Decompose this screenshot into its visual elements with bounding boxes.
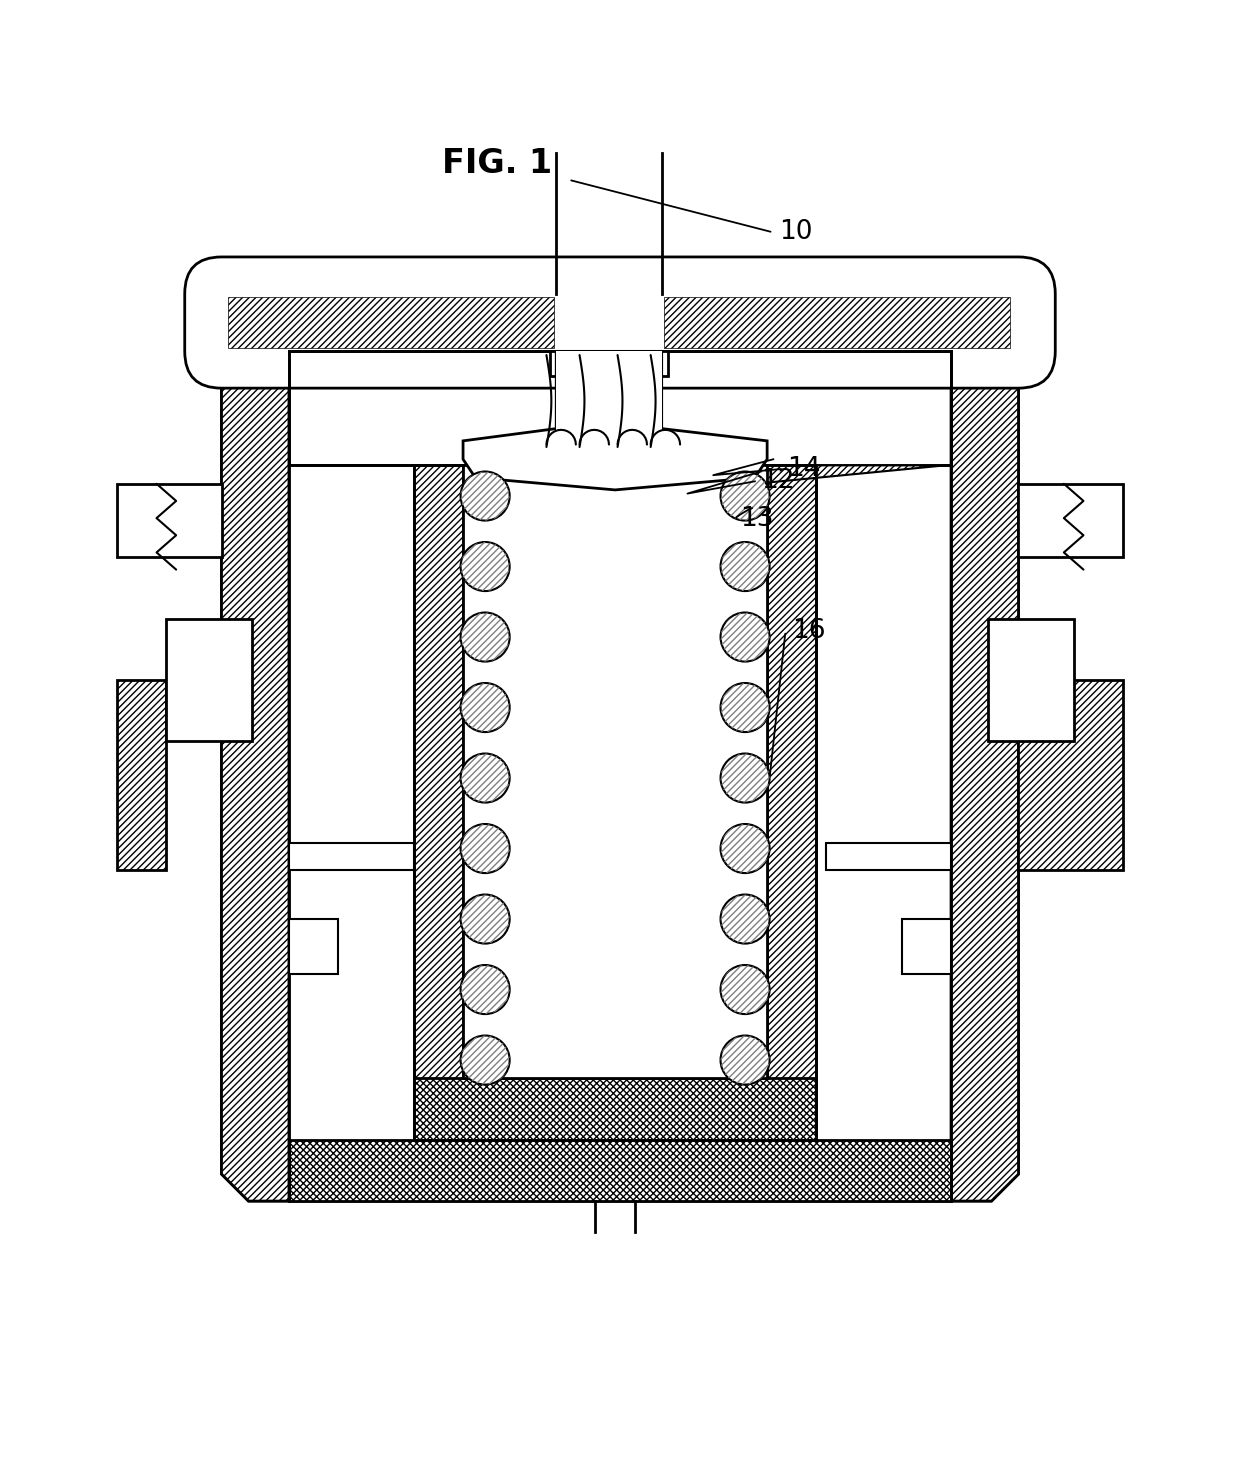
Bar xyxy=(289,919,339,974)
Bar xyxy=(768,465,816,1140)
Circle shape xyxy=(720,682,770,732)
Polygon shape xyxy=(289,465,513,487)
Bar xyxy=(289,843,414,870)
Polygon shape xyxy=(463,351,768,490)
Circle shape xyxy=(460,895,510,943)
Circle shape xyxy=(720,965,770,1015)
Bar xyxy=(1018,679,1122,870)
Bar xyxy=(228,297,554,347)
Bar xyxy=(118,679,166,870)
Circle shape xyxy=(720,895,770,943)
Bar xyxy=(463,465,768,1079)
Circle shape xyxy=(460,754,510,802)
Bar xyxy=(665,297,1009,347)
Text: 16: 16 xyxy=(791,618,825,644)
Bar xyxy=(228,297,554,347)
Bar xyxy=(414,1079,816,1140)
Circle shape xyxy=(460,1035,510,1085)
Text: 13: 13 xyxy=(740,506,774,532)
Bar xyxy=(826,843,951,870)
Bar xyxy=(289,351,951,1140)
Bar xyxy=(551,351,668,376)
Bar xyxy=(118,484,222,557)
Circle shape xyxy=(460,824,510,873)
Polygon shape xyxy=(717,465,951,487)
Polygon shape xyxy=(222,351,289,1201)
Circle shape xyxy=(720,471,770,521)
Bar xyxy=(665,297,1009,347)
Bar xyxy=(557,351,662,440)
Bar xyxy=(1018,484,1122,557)
Bar xyxy=(988,618,1074,741)
Circle shape xyxy=(720,824,770,873)
Circle shape xyxy=(720,1035,770,1085)
Circle shape xyxy=(460,471,510,521)
FancyBboxPatch shape xyxy=(185,257,1055,388)
Circle shape xyxy=(460,542,510,590)
Text: 14: 14 xyxy=(786,456,820,483)
Text: FIG. 1: FIG. 1 xyxy=(443,147,553,179)
Bar xyxy=(289,1140,951,1201)
Circle shape xyxy=(460,612,510,662)
Circle shape xyxy=(460,682,510,732)
Circle shape xyxy=(460,965,510,1015)
Bar xyxy=(414,465,463,1140)
Circle shape xyxy=(720,754,770,802)
Bar xyxy=(166,618,252,741)
Circle shape xyxy=(720,612,770,662)
Text: 12: 12 xyxy=(761,468,795,494)
Polygon shape xyxy=(951,351,1018,1201)
Bar xyxy=(901,919,951,974)
Circle shape xyxy=(720,542,770,590)
Text: 10: 10 xyxy=(780,219,813,245)
